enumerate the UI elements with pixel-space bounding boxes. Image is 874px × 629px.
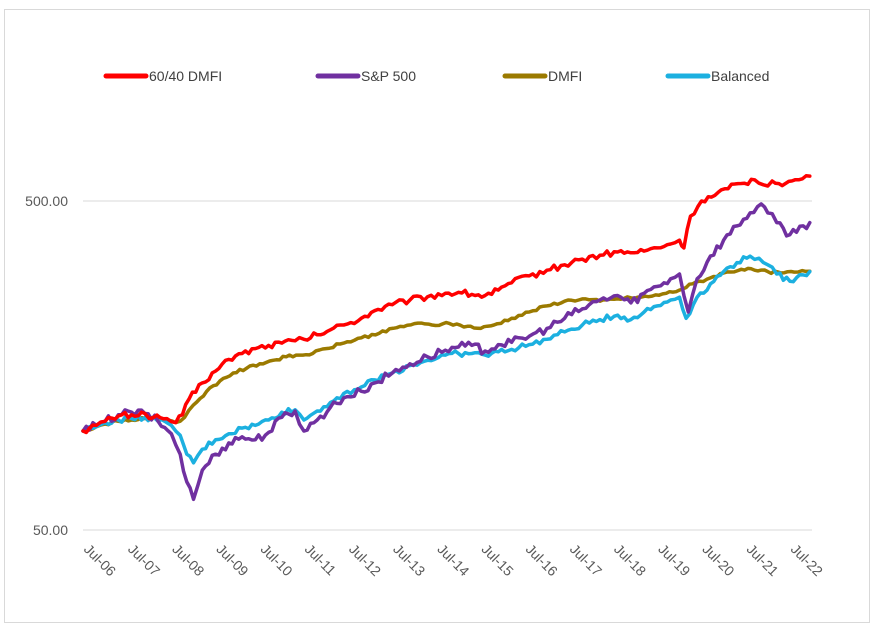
y-tick-label: 50.00 (33, 522, 68, 538)
x-tick-label: Jul-17 (567, 541, 605, 579)
x-tick-label: Jul-18 (611, 541, 649, 579)
chart-frame (4, 9, 870, 623)
x-axis-tick-labels: Jul-06 Jul-07 Jul-08 Jul-09 Jul-10 Jul-11 Jul-… (81, 541, 826, 579)
x-tick-label: Jul-08 (169, 541, 207, 579)
x-tick-label: Jul-14 (434, 541, 472, 579)
legend-label: 60/40 DMFI (149, 68, 222, 84)
x-tick-label: Jul-20 (699, 541, 737, 579)
series-line-1 (81, 202, 812, 502)
y-tick-label: 500.00 (25, 193, 68, 209)
x-tick-label: Jul-12 (346, 541, 384, 579)
legend-label: DMFI (548, 68, 582, 84)
x-tick-label: Jul-21 (744, 541, 782, 579)
x-tick-label: Jul-15 (479, 541, 517, 579)
series-line-2 (81, 266, 812, 433)
x-tick-label: Jul-11 (302, 541, 340, 579)
legend-label: Balanced (711, 68, 769, 84)
x-tick-label: Jul-19 (655, 541, 693, 579)
legend-label: S&P 500 (361, 68, 416, 84)
legend-item: DMFI (502, 68, 582, 84)
legend-item: Balanced (665, 68, 769, 84)
legend: 60/40 DMFI S&P 500 DMFI Balanced (103, 68, 769, 84)
x-tick-label: Jul-22 (788, 541, 826, 579)
x-tick-label: Jul-10 (258, 541, 296, 579)
series-line-0 (81, 174, 812, 435)
gridlines (83, 200, 812, 531)
x-tick-label: Jul-07 (125, 541, 163, 579)
x-tick-label: Jul-06 (81, 541, 119, 579)
series-lines (81, 174, 812, 502)
legend-item: S&P 500 (315, 68, 416, 84)
x-tick-label: Jul-16 (523, 541, 561, 579)
x-tick-label: Jul-13 (390, 541, 428, 579)
y-axis-tick-labels: 50.00 500.00 (25, 193, 68, 538)
series-line-3 (81, 254, 812, 465)
x-tick-label: Jul-09 (213, 541, 251, 579)
legend-item: 60/40 DMFI (103, 68, 222, 84)
